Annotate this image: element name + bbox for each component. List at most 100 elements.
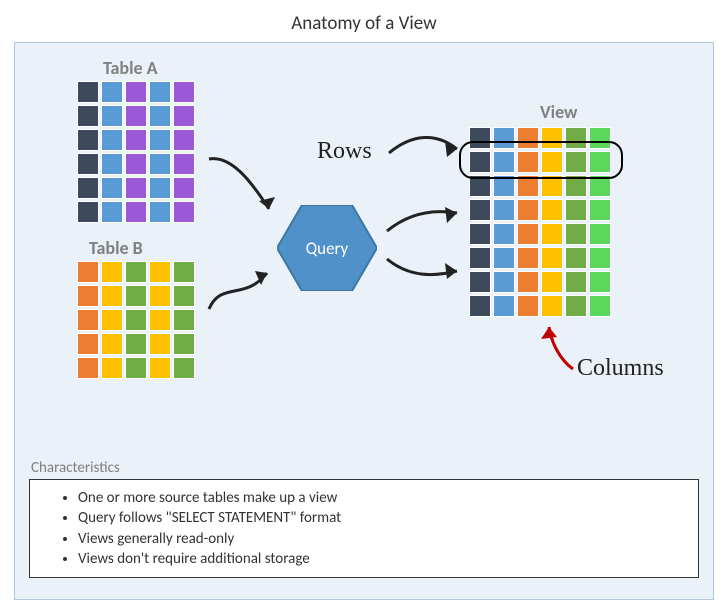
grid-cell — [173, 129, 195, 151]
columns-annotation: Columns — [577, 355, 664, 382]
grid-cell — [149, 105, 171, 127]
page-title: Anatomy of a View — [0, 0, 728, 39]
grid-cell — [173, 105, 195, 127]
grid-cell — [517, 295, 539, 317]
arrow-query-view-upper — [381, 203, 471, 253]
grid-cell — [149, 153, 171, 175]
grid-cell — [469, 247, 491, 269]
grid-cell — [125, 105, 147, 127]
grid-cell — [173, 261, 195, 283]
grid-cell — [125, 81, 147, 103]
grid-cell — [173, 333, 195, 355]
grid-cell — [77, 261, 99, 283]
grid-cell — [565, 223, 587, 245]
grid-cell — [101, 129, 123, 151]
grid-cell — [493, 271, 515, 293]
grid-cell — [149, 285, 171, 307]
grid-cell — [125, 357, 147, 379]
grid-cell — [541, 247, 563, 269]
view-label: View — [540, 101, 577, 123]
grid-cell — [589, 271, 611, 293]
grid-cell — [589, 223, 611, 245]
grid-cell — [77, 105, 99, 127]
grid-cell — [101, 261, 123, 283]
grid-cell — [101, 81, 123, 103]
characteristics-item: Views generally read-only — [78, 529, 690, 549]
grid-cell — [77, 309, 99, 331]
grid-cell — [125, 177, 147, 199]
grid-cell — [517, 271, 539, 293]
grid-cell — [469, 223, 491, 245]
grid-cell — [101, 285, 123, 307]
grid-cell — [77, 177, 99, 199]
grid-cell — [541, 199, 563, 221]
arrow-columns-view — [539, 319, 589, 379]
diagram-panel: Table A Table B View Query Rows Columns — [14, 42, 714, 600]
grid-cell — [101, 201, 123, 223]
grid-cell — [173, 153, 195, 175]
grid-cell — [77, 357, 99, 379]
table-a-grid — [77, 81, 195, 223]
grid-cell — [517, 223, 539, 245]
grid-cell — [149, 177, 171, 199]
grid-cell — [77, 333, 99, 355]
table-a-label: Table A — [103, 57, 158, 79]
grid-cell — [469, 295, 491, 317]
characteristics-label: Characteristics — [31, 459, 120, 477]
grid-cell — [149, 201, 171, 223]
grid-cell — [125, 285, 147, 307]
grid-cell — [589, 295, 611, 317]
grid-cell — [173, 285, 195, 307]
rows-annotation: Rows — [317, 138, 372, 165]
grid-cell — [125, 153, 147, 175]
grid-cell — [565, 271, 587, 293]
grid-cell — [77, 81, 99, 103]
grid-cell — [565, 199, 587, 221]
characteristics-item: Query follows "SELECT STATEMENT" format — [78, 508, 690, 528]
characteristics-box: One or more source tables make up a view… — [29, 479, 699, 578]
grid-cell — [125, 261, 147, 283]
grid-cell — [125, 129, 147, 151]
grid-cell — [517, 247, 539, 269]
grid-cell — [125, 201, 147, 223]
characteristics-item: One or more source tables make up a view — [78, 488, 690, 508]
grid-cell — [469, 271, 491, 293]
grid-cell — [77, 201, 99, 223]
grid-cell — [173, 201, 195, 223]
table-b-grid — [77, 261, 195, 379]
grid-cell — [173, 309, 195, 331]
grid-cell — [125, 333, 147, 355]
query-hexagon: Query — [277, 205, 377, 291]
grid-cell — [493, 223, 515, 245]
query-label: Query — [306, 238, 349, 259]
grid-cell — [493, 247, 515, 269]
grid-cell — [101, 105, 123, 127]
grid-cell — [101, 177, 123, 199]
grid-cell — [149, 357, 171, 379]
grid-cell — [589, 247, 611, 269]
grid-cell — [149, 333, 171, 355]
arrow-tableb-query — [201, 261, 291, 321]
grid-cell — [565, 295, 587, 317]
grid-cell — [77, 153, 99, 175]
grid-cell — [101, 333, 123, 355]
grid-cell — [77, 285, 99, 307]
grid-cell — [173, 177, 195, 199]
grid-cell — [493, 295, 515, 317]
grid-cell — [149, 261, 171, 283]
characteristics-list: One or more source tables make up a view… — [64, 488, 690, 569]
grid-cell — [493, 199, 515, 221]
grid-cell — [541, 223, 563, 245]
grid-cell — [149, 129, 171, 151]
arrow-rows-view — [383, 127, 473, 177]
arrow-query-view-lower — [381, 253, 471, 293]
table-b-label: Table B — [89, 237, 143, 259]
characteristics-item: Views don't require additional storage — [78, 549, 690, 569]
grid-cell — [173, 81, 195, 103]
grid-cell — [517, 199, 539, 221]
grid-cell — [149, 309, 171, 331]
grid-cell — [125, 309, 147, 331]
grid-cell — [173, 357, 195, 379]
grid-cell — [469, 199, 491, 221]
grid-cell — [541, 295, 563, 317]
